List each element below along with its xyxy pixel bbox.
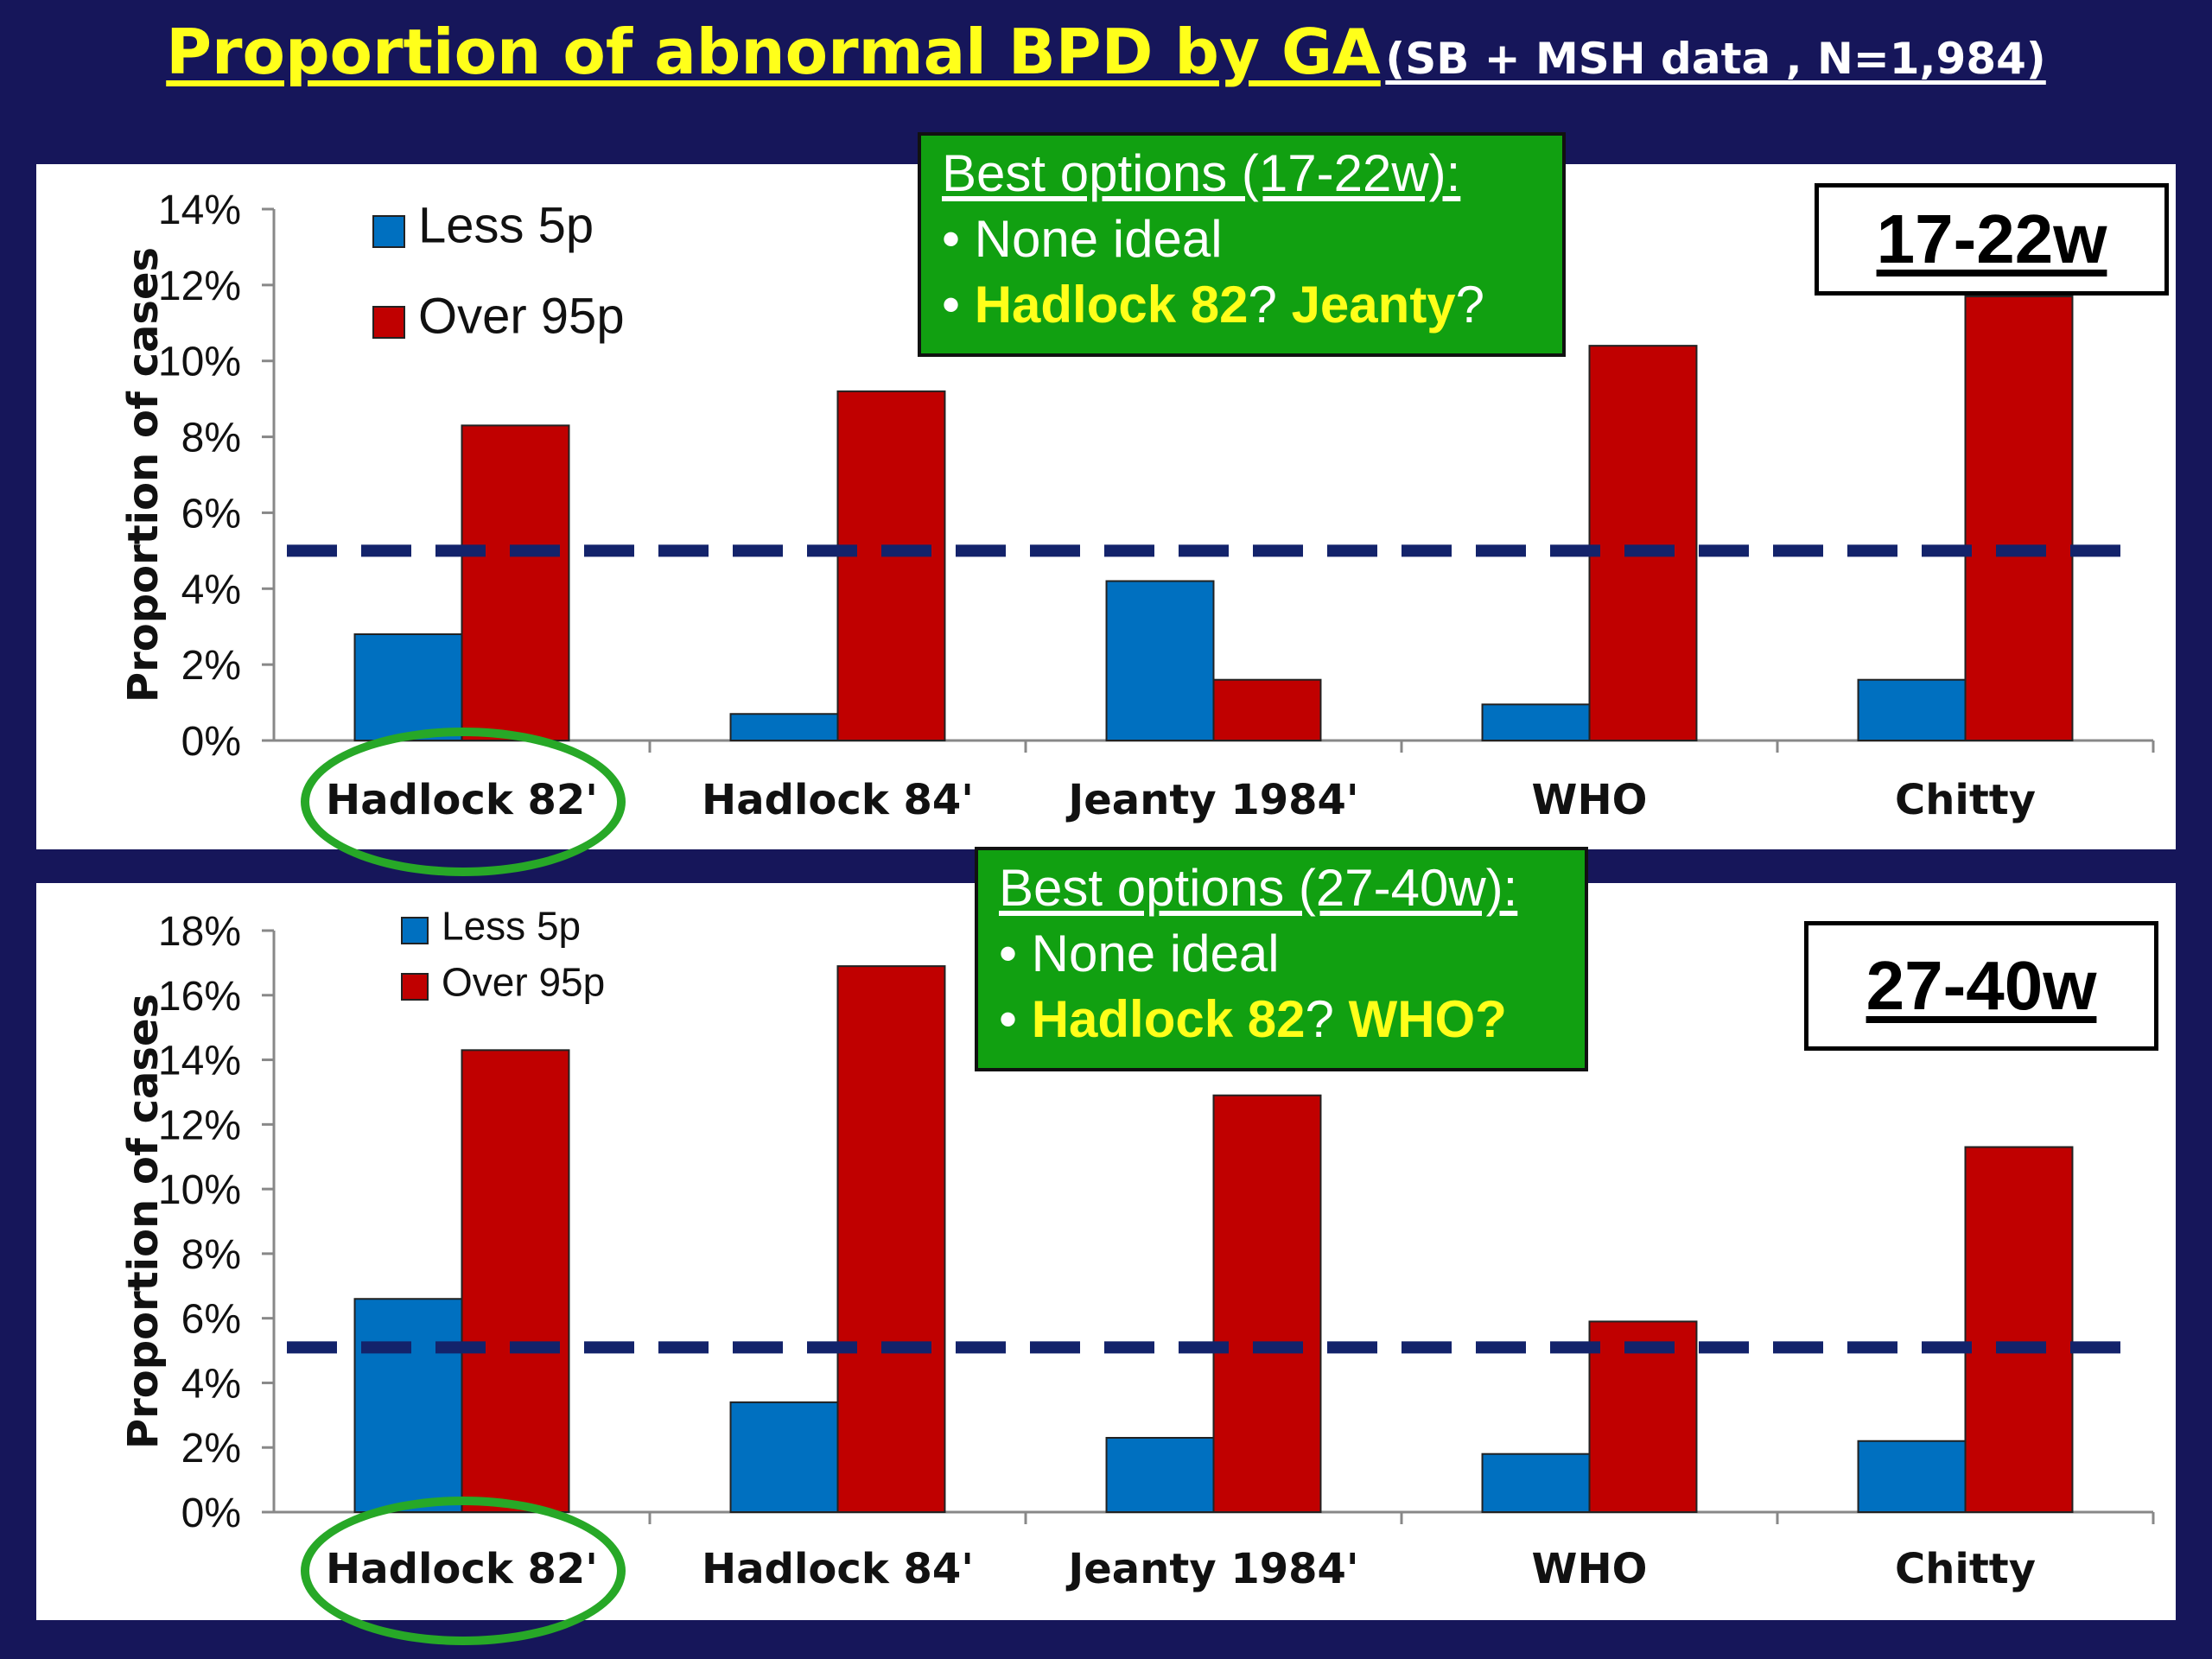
bar-less-5p	[1481, 703, 1591, 742]
legend-swatch-less-5p	[372, 215, 405, 248]
x-tick-label: Chitty	[1895, 1545, 2036, 1593]
bar-over-95p	[836, 965, 946, 1513]
callout-line-none-ideal: • None ideal	[999, 925, 1280, 982]
title-subtitle: (SB + MSH data , N=1,984)	[1385, 34, 2046, 84]
y-tick-label: 2%	[181, 1426, 241, 1471]
y-tick-label: 0%	[181, 1491, 241, 1536]
legend-label-over-95p: Over 95p	[442, 960, 605, 1005]
x-tick-label: Hadlock 84'	[702, 1545, 974, 1593]
callout-separator: ?	[1248, 276, 1292, 334]
y-tick-label: 12%	[158, 264, 241, 309]
callout-option-1: Hadlock 82	[974, 276, 1249, 334]
bar-over-95p	[1588, 345, 1698, 741]
callout-heading: Best options (17-22w):	[942, 144, 1461, 202]
bar-over-95p	[1964, 1146, 2074, 1513]
bar-less-5p	[1481, 1452, 1591, 1514]
x-tick-label: Hadlock 84'	[702, 776, 974, 824]
bar-over-95p	[836, 390, 946, 741]
bar-less-5p	[1105, 1437, 1215, 1513]
bar-chart-27-40w: 0% 2% 4% 6% 8% 10% 12% 14% 16% 18% Proportion of c…	[119, 904, 2155, 1593]
y-tick-label: 6%	[181, 491, 241, 537]
bar-chart-17-22w: 0% 2% 4% 6% 8% 10% 12% 14% Proportion of cases Ha…	[119, 188, 2155, 824]
y-tick-label: 14%	[158, 188, 241, 233]
period-label-box: 27-40w	[1804, 921, 2158, 1051]
x-tick-label: WHO	[1532, 1545, 1648, 1593]
callout-line-options: • Hadlock 82? Jeanty?	[942, 276, 1485, 334]
bar-less-5p	[1857, 678, 1967, 742]
y-tick-label: 8%	[181, 1232, 241, 1278]
bar-less-5p	[353, 633, 463, 741]
bar-less-5p	[1857, 1440, 1967, 1513]
highlight-ring-icon	[301, 728, 626, 876]
bar-over-95p	[1212, 1094, 1322, 1514]
y-axis-title: Proportion of cases	[119, 247, 168, 702]
y-tick-label: 2%	[181, 643, 241, 689]
y-tick-label: 4%	[181, 567, 241, 613]
y-tick-label: 0%	[181, 719, 241, 765]
x-tick-label: WHO	[1532, 776, 1648, 824]
x-tick-label: Jeanty 1984'	[1065, 776, 1358, 824]
x-tick-label: Jeanty 1984'	[1065, 1545, 1358, 1593]
y-tick-label: 6%	[181, 1297, 241, 1343]
bar-over-95p	[1212, 678, 1322, 742]
callout-option-2: WHO?	[1348, 990, 1507, 1048]
callout-option-1: Hadlock 82	[1031, 990, 1306, 1048]
y-axis-title: Proportion of cases	[119, 994, 168, 1449]
callout-separator: ?	[1305, 990, 1349, 1048]
legend-label-less-5p: Less 5p	[442, 904, 581, 949]
y-tick-label: 14%	[158, 1039, 241, 1084]
legend-swatch-over-95p	[401, 973, 429, 1001]
y-tick-label: 12%	[158, 1103, 241, 1148]
bar-less-5p	[353, 1298, 463, 1513]
period-label-box: 17-22w	[1815, 183, 2169, 296]
callout-line-none-ideal: • None ideal	[942, 210, 1223, 268]
period-label: 17-22w	[1876, 200, 2107, 277]
slide-title: Proportion of abnormal BPD by GA (SB + M…	[0, 16, 2212, 88]
callout-end: ?	[1455, 276, 1485, 334]
x-tick-label: Chitty	[1895, 776, 2036, 824]
highlight-ring-icon	[301, 1497, 626, 1645]
legend-swatch-less-5p	[401, 917, 429, 944]
callout-line-options: • Hadlock 82? WHO?	[999, 990, 1507, 1048]
bar-less-5p	[729, 1401, 839, 1514]
y-tick-label: 16%	[158, 974, 241, 1020]
title-main: Proportion of abnormal BPD by GA	[166, 16, 1381, 88]
legend-swatch-over-95p	[372, 306, 405, 339]
bar-over-95p	[1964, 296, 2074, 742]
y-tick-label: 8%	[181, 416, 241, 461]
period-label: 27-40w	[1866, 947, 2097, 1024]
y-tick-label: 10%	[158, 340, 241, 385]
bar-over-95p	[461, 1049, 570, 1514]
legend-label-over-95p: Over 95p	[418, 289, 625, 345]
y-tick-label: 4%	[181, 1361, 241, 1407]
callout-heading: Best options (27-40w):	[999, 859, 1518, 917]
bar-less-5p	[1105, 580, 1215, 741]
best-options-callout-27-40w: Best options (27-40w): • None ideal • Ha…	[975, 847, 1588, 1071]
legend-label-less-5p: Less 5p	[418, 198, 594, 254]
best-options-callout-17-22w: Best options (17-22w): • None ideal • Ha…	[918, 132, 1566, 357]
bar-over-95p	[461, 424, 570, 741]
bar-less-5p	[729, 713, 839, 741]
callout-option-2: Jeanty	[1291, 276, 1456, 334]
y-tick-label: 18%	[158, 909, 241, 955]
y-tick-label: 10%	[158, 1167, 241, 1213]
